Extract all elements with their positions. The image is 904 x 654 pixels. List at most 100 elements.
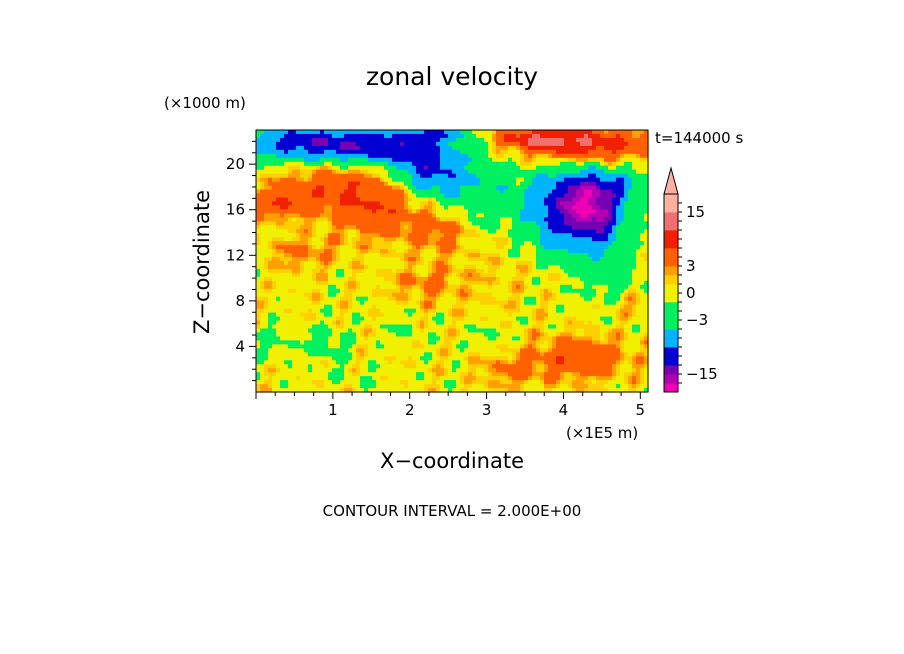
- field-cell: [332, 237, 337, 242]
- field-cell: [364, 308, 369, 314]
- field-cell: [332, 153, 337, 159]
- field-cell: [524, 300, 529, 306]
- field-cell: [344, 320, 349, 326]
- field-cell: [456, 340, 461, 345]
- field-cell: [464, 364, 469, 369]
- field-cell: [460, 257, 465, 262]
- field-cell: [364, 237, 369, 242]
- field-cell: [324, 161, 329, 167]
- field-cell: [412, 177, 417, 183]
- field-cell: [324, 133, 329, 139]
- field-cell: [364, 241, 369, 246]
- field-cell: [516, 209, 521, 214]
- field-cell: [532, 308, 537, 314]
- field-cell: [516, 264, 521, 270]
- field-cell: [260, 141, 265, 147]
- field-cell: [512, 316, 517, 322]
- field-cell: [360, 308, 365, 314]
- field-cell: [488, 241, 493, 246]
- field-cell: [428, 233, 433, 238]
- field-cell: [492, 280, 497, 286]
- field-cell: [292, 169, 297, 175]
- field-cell: [308, 320, 313, 326]
- field-cell: [360, 268, 365, 274]
- field-cell: [308, 344, 313, 349]
- field-cell: [552, 312, 557, 318]
- field-cell: [332, 368, 337, 373]
- field-cell: [324, 372, 329, 377]
- field-cell: [376, 149, 381, 155]
- field-cell: [372, 308, 377, 314]
- field-cell: [376, 388, 381, 393]
- field-cell: [376, 320, 381, 326]
- field-cell: [444, 284, 449, 290]
- field-cell: [524, 348, 529, 353]
- field-cell: [328, 376, 333, 381]
- field-cell: [500, 372, 505, 377]
- field-cell: [340, 328, 345, 334]
- field-cell: [476, 372, 481, 377]
- field-cell: [260, 165, 265, 171]
- field-cell: [532, 157, 537, 163]
- field-cell: [384, 205, 389, 210]
- field-cell: [484, 356, 489, 361]
- field-cell: [356, 205, 361, 210]
- field-cell: [452, 304, 457, 310]
- field-cell: [420, 328, 425, 334]
- field-cell: [400, 217, 405, 222]
- field-cell: [508, 253, 513, 258]
- field-cell: [260, 344, 265, 349]
- field-cell: [348, 364, 353, 369]
- field-cell: [468, 233, 473, 238]
- field-cell: [336, 149, 341, 155]
- field-cell: [256, 233, 261, 238]
- field-cell: [324, 213, 329, 218]
- field-cell: [532, 181, 537, 187]
- field-cell: [508, 328, 513, 334]
- field-cell: [460, 380, 465, 385]
- field-cell: [284, 189, 289, 195]
- field-cell: [544, 133, 549, 139]
- field-cell: [484, 257, 489, 262]
- field-cell: [260, 261, 265, 266]
- field-cell: [424, 141, 429, 147]
- field-cell: [376, 312, 381, 318]
- field-cell: [552, 237, 557, 242]
- field-cell: [376, 245, 381, 250]
- field-cell: [364, 372, 369, 377]
- field-cell: [540, 185, 545, 191]
- field-cell: [344, 213, 349, 218]
- field-cell: [488, 348, 493, 353]
- field-cell: [304, 137, 309, 143]
- field-cell: [396, 169, 401, 175]
- field-cell: [296, 165, 301, 171]
- field-cell: [452, 133, 457, 139]
- field-cell: [348, 272, 353, 278]
- field-cell: [488, 316, 493, 322]
- field-cell: [468, 153, 473, 159]
- field-cell: [288, 205, 293, 210]
- field-cell: [392, 173, 397, 179]
- field-cell: [280, 181, 285, 187]
- field-cell: [268, 344, 273, 349]
- field-cell: [300, 316, 305, 322]
- field-cell: [340, 356, 345, 361]
- field-cell: [404, 296, 409, 302]
- field-cell: [276, 284, 281, 290]
- field-cell: [256, 261, 261, 266]
- field-cell: [304, 292, 309, 298]
- field-cell: [276, 145, 281, 151]
- field-cell: [356, 153, 361, 159]
- field-cell: [380, 328, 385, 334]
- field-cell: [500, 165, 505, 171]
- field-cell: [488, 257, 493, 262]
- field-cell: [496, 153, 501, 159]
- field-cell: [448, 352, 453, 357]
- field-cell: [316, 332, 321, 338]
- field-cell: [556, 169, 561, 175]
- field-cell: [424, 185, 429, 191]
- field-cell: [484, 360, 489, 365]
- field-cell: [428, 173, 433, 179]
- field-cell: [404, 288, 409, 294]
- field-cell: [452, 253, 457, 258]
